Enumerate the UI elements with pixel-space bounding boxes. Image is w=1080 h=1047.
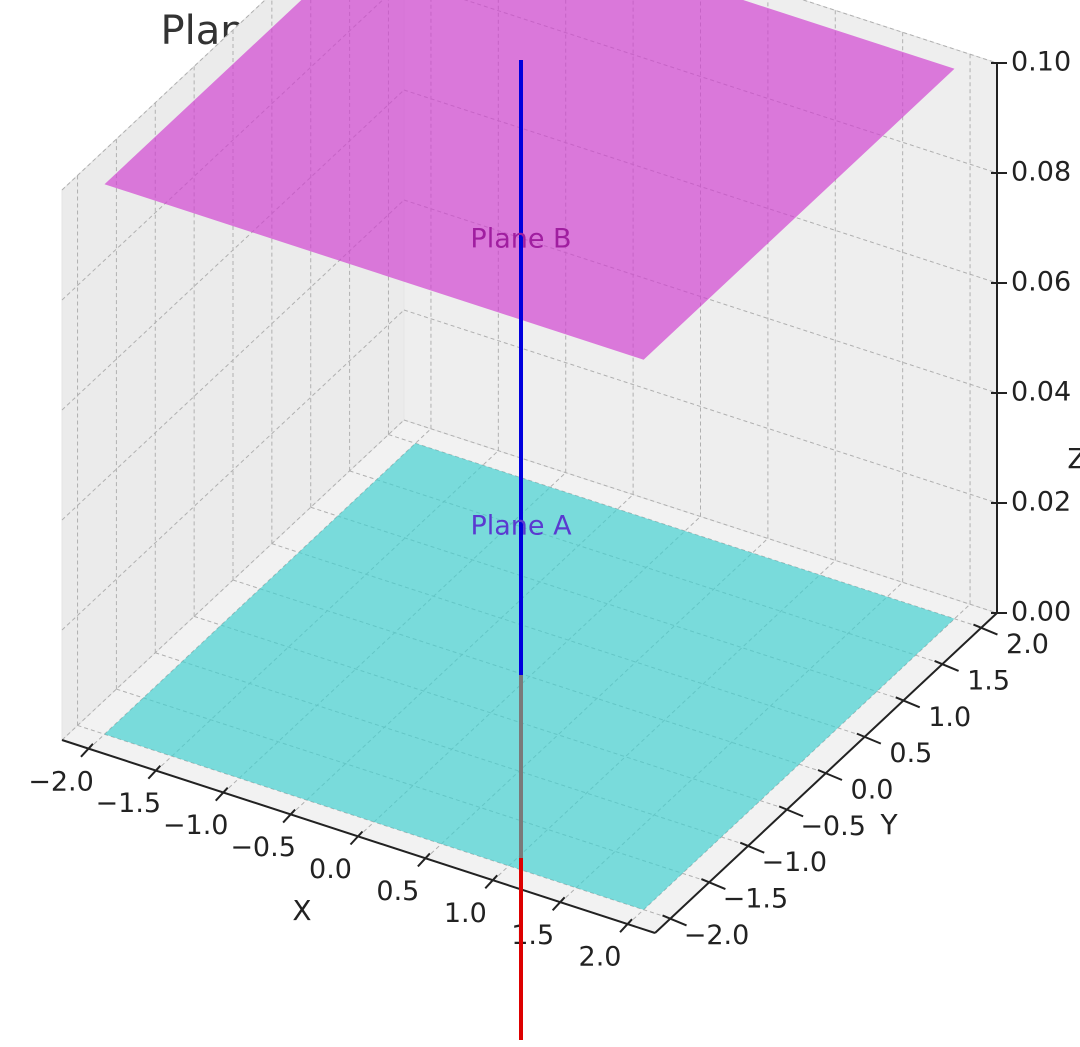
y-tick-label: 1.5 bbox=[967, 665, 1010, 696]
z-tick-label: 0.02 bbox=[1011, 487, 1071, 518]
x-tick-label: 0.0 bbox=[309, 854, 352, 885]
y-tick-label: 1.0 bbox=[928, 702, 971, 733]
y-tick-mark bbox=[934, 659, 959, 672]
grid-line-side-z bbox=[61, 89, 405, 411]
y-tick-mark bbox=[856, 732, 882, 745]
x-tick-label: −2.0 bbox=[28, 766, 94, 797]
x-tick-mark bbox=[80, 743, 94, 758]
plane-surface-plane-b bbox=[104, 0, 955, 360]
y-tick-mark bbox=[973, 623, 998, 636]
y-tick-label: 0.5 bbox=[889, 738, 932, 769]
grid-line-back-z bbox=[403, 419, 998, 614]
y-tick-mark bbox=[701, 878, 726, 891]
grid-line-side-z bbox=[61, 419, 405, 741]
z-tick-label: 0.00 bbox=[1011, 597, 1071, 628]
y-tick-label: 2.0 bbox=[1006, 629, 1049, 660]
grid-line-back-z bbox=[403, 309, 998, 504]
z-tick-label: 0.08 bbox=[1011, 157, 1071, 188]
x-tick-label: 0.5 bbox=[376, 876, 419, 907]
y-tick-mark bbox=[817, 769, 843, 781]
x-tick-mark bbox=[619, 918, 633, 933]
plane-surface-plane-a bbox=[104, 443, 955, 910]
x-tick-mark bbox=[417, 852, 431, 868]
axis-labels: X Y Z bbox=[292, 442, 1080, 927]
plane-annotations: Plane B Plane A bbox=[470, 224, 572, 542]
x-tick-label: 1.0 bbox=[444, 898, 487, 929]
y-tick-label: −1.5 bbox=[723, 884, 789, 915]
y-axis-label: Y bbox=[879, 808, 898, 841]
x-tick-label: 2.0 bbox=[579, 942, 622, 973]
x-tick-label: −1.5 bbox=[96, 788, 162, 819]
x-tick-mark bbox=[484, 874, 499, 890]
z-tick-label: 0.04 bbox=[1011, 377, 1071, 408]
y-tick-label: −2.0 bbox=[684, 920, 750, 951]
grid-line-side-z bbox=[61, 309, 405, 631]
y-tick-label: −1.0 bbox=[762, 847, 828, 878]
x-tick-label: −0.5 bbox=[230, 832, 296, 863]
z-axis-label: Z bbox=[1067, 442, 1080, 475]
y-tick-mark bbox=[739, 841, 765, 854]
x-tick-mark bbox=[551, 896, 566, 911]
tick-marks bbox=[80, 62, 1007, 933]
y-tick-mark bbox=[662, 914, 687, 927]
grid-line-floor-y bbox=[388, 434, 982, 629]
y-tick-label: −0.5 bbox=[800, 811, 866, 842]
x-tick-label: 1.5 bbox=[511, 920, 554, 951]
x-tick-mark bbox=[147, 765, 162, 780]
grid-line-side-z bbox=[61, 199, 405, 521]
x-tick-label: −1.0 bbox=[163, 810, 229, 841]
z-tick-label: 0.06 bbox=[1011, 267, 1071, 298]
x-tick-mark bbox=[282, 808, 296, 824]
x-axis-label: X bbox=[292, 894, 311, 927]
plane-surfaces bbox=[104, 0, 955, 910]
z-tick-label: 0.10 bbox=[1011, 47, 1071, 78]
x-tick-mark bbox=[214, 786, 229, 802]
y-tick-label: 0.0 bbox=[851, 775, 894, 806]
plane-label: Plane A bbox=[470, 511, 572, 542]
y-tick-mark bbox=[895, 696, 921, 709]
grid-line-side-z bbox=[61, 0, 266, 191]
y-tick-mark bbox=[778, 805, 804, 818]
plane-label: Plane B bbox=[470, 224, 571, 255]
tick-labels: −2.0−1.5−1.0−0.50.00.51.01.52.0−2.0−1.5−… bbox=[28, 47, 1071, 973]
grid-line-back-z bbox=[801, 0, 998, 64]
x-tick-mark bbox=[349, 830, 364, 846]
